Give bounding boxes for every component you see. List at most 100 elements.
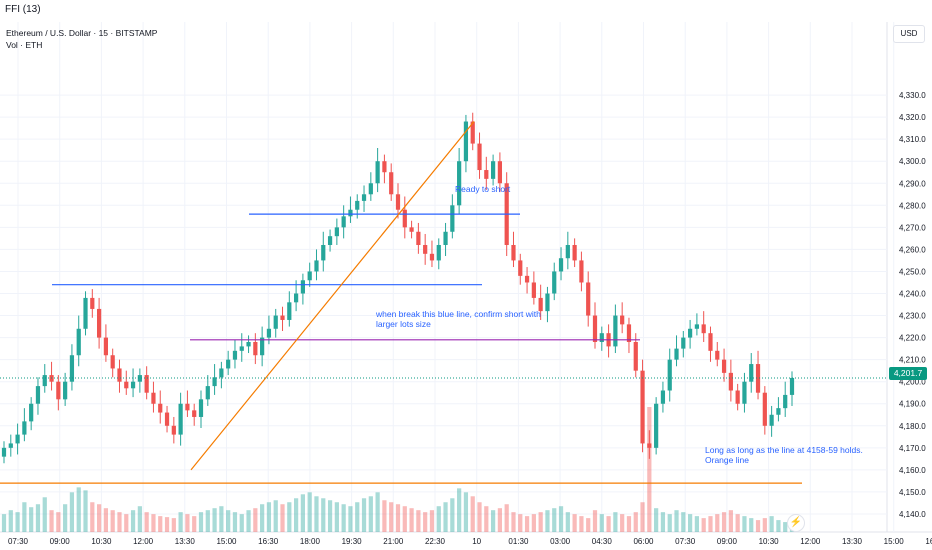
volume-bar — [341, 504, 346, 532]
volume-bar — [769, 516, 774, 532]
volume-bar — [606, 516, 611, 532]
candle-body — [395, 194, 401, 210]
volume-bar — [348, 506, 353, 532]
volume-bar — [137, 506, 142, 532]
annotation-long-2[interactable]: Orange line — [705, 455, 749, 465]
volume-bar — [192, 516, 197, 532]
volume-bar — [538, 512, 543, 532]
volume-bar — [90, 502, 95, 532]
annotation-break-line-2[interactable]: larger lots size — [376, 319, 431, 329]
x-tick-label: 07:30 — [8, 537, 29, 546]
volume-bar — [69, 492, 75, 532]
x-tick-label: 03:00 — [550, 537, 571, 546]
candle-body — [273, 315, 278, 329]
volume-bar — [755, 520, 761, 532]
volume-bar — [314, 496, 319, 532]
volume-bar — [260, 504, 265, 532]
volume-bar — [647, 407, 652, 532]
volume-bar — [620, 514, 625, 532]
candle-body — [789, 377, 795, 395]
volume-bar — [742, 516, 747, 532]
candle-body — [599, 333, 604, 343]
candle-body — [334, 227, 339, 237]
candle-body — [137, 375, 142, 382]
volume-bar — [29, 507, 34, 532]
candle-body — [755, 364, 761, 393]
legend-volume[interactable]: Vol · ETH — [6, 40, 43, 50]
candle-body — [42, 375, 47, 387]
candle-body — [212, 377, 217, 387]
annotation-ready-to-short[interactable]: Ready to short — [455, 184, 511, 194]
candle-body — [681, 337, 686, 349]
candle-body — [490, 161, 496, 179]
volume-bar — [76, 487, 81, 532]
candle-body — [171, 425, 176, 435]
candle-body — [205, 386, 210, 400]
legend-symbol[interactable]: Ethereum / U.S. Dollar · 15 · BITSTAMP — [6, 28, 158, 38]
volume-bar — [382, 500, 387, 532]
candle-body — [694, 324, 700, 329]
volume-bar — [565, 512, 570, 532]
volume-bar — [423, 512, 428, 532]
volume-bar — [219, 506, 224, 532]
x-tick-label: 22:30 — [425, 537, 446, 546]
volume-bar — [8, 510, 13, 532]
volume-bar — [409, 508, 414, 532]
candle-body — [640, 370, 645, 444]
candle-body — [1, 447, 7, 457]
volume-bar — [42, 497, 47, 532]
x-tick-label: 13:30 — [842, 537, 863, 546]
volume-bar — [436, 506, 441, 532]
candle-body — [178, 403, 183, 435]
y-tick-label: 4,190.0 — [899, 400, 926, 409]
candle-body — [409, 227, 414, 232]
annotation-break-line-1[interactable]: when break this blue line, confirm short… — [376, 309, 541, 319]
candle-body — [164, 412, 170, 426]
volume-bar — [205, 510, 210, 532]
currency-button[interactable]: USD — [893, 25, 925, 43]
candle-body — [545, 293, 550, 312]
candle-body — [524, 275, 530, 283]
candle-body — [613, 315, 618, 347]
y-tick-label: 4,310.0 — [899, 135, 926, 144]
volume-bar — [429, 510, 435, 532]
y-tick-label: 4,220.0 — [899, 334, 926, 343]
volume-bar — [361, 498, 367, 532]
candle-body — [572, 244, 577, 261]
candle-body — [90, 297, 95, 309]
y-tick-label: 4,300.0 — [899, 157, 926, 166]
y-tick-label: 4,320.0 — [899, 113, 926, 122]
candle-body — [497, 161, 503, 184]
x-tick-label: 04:30 — [592, 537, 613, 546]
volume-bar — [599, 514, 604, 532]
volume-bar — [293, 498, 299, 532]
candle-body — [226, 359, 231, 369]
volume-bar — [735, 514, 740, 532]
candle-body — [314, 260, 319, 272]
replay-icon[interactable]: ⚡ — [787, 514, 805, 532]
volume-bar — [477, 502, 482, 532]
volume-bar — [49, 510, 54, 532]
volume-bar — [226, 510, 231, 532]
volume-bar — [558, 506, 564, 532]
volume-bar — [457, 488, 462, 532]
volume-bar — [687, 514, 693, 532]
volume-bar — [660, 512, 666, 532]
candle-body — [124, 381, 129, 389]
volume-bar — [579, 516, 584, 532]
candle-body — [450, 205, 455, 232]
candle-body — [776, 408, 781, 415]
x-tick-label: 12:00 — [133, 537, 154, 546]
volume-bar — [708, 516, 713, 532]
annotation-long-1[interactable]: Long as long as the line at 4158-59 hold… — [705, 445, 863, 455]
volume-bar — [287, 502, 292, 532]
candle-body — [443, 231, 448, 245]
volume-bar — [96, 504, 102, 532]
volume-bar — [402, 506, 407, 532]
candle-body — [361, 194, 367, 201]
candle-body — [307, 271, 312, 281]
volume-bar — [654, 508, 659, 532]
volume-bar — [504, 504, 509, 532]
candle-body — [368, 183, 373, 195]
